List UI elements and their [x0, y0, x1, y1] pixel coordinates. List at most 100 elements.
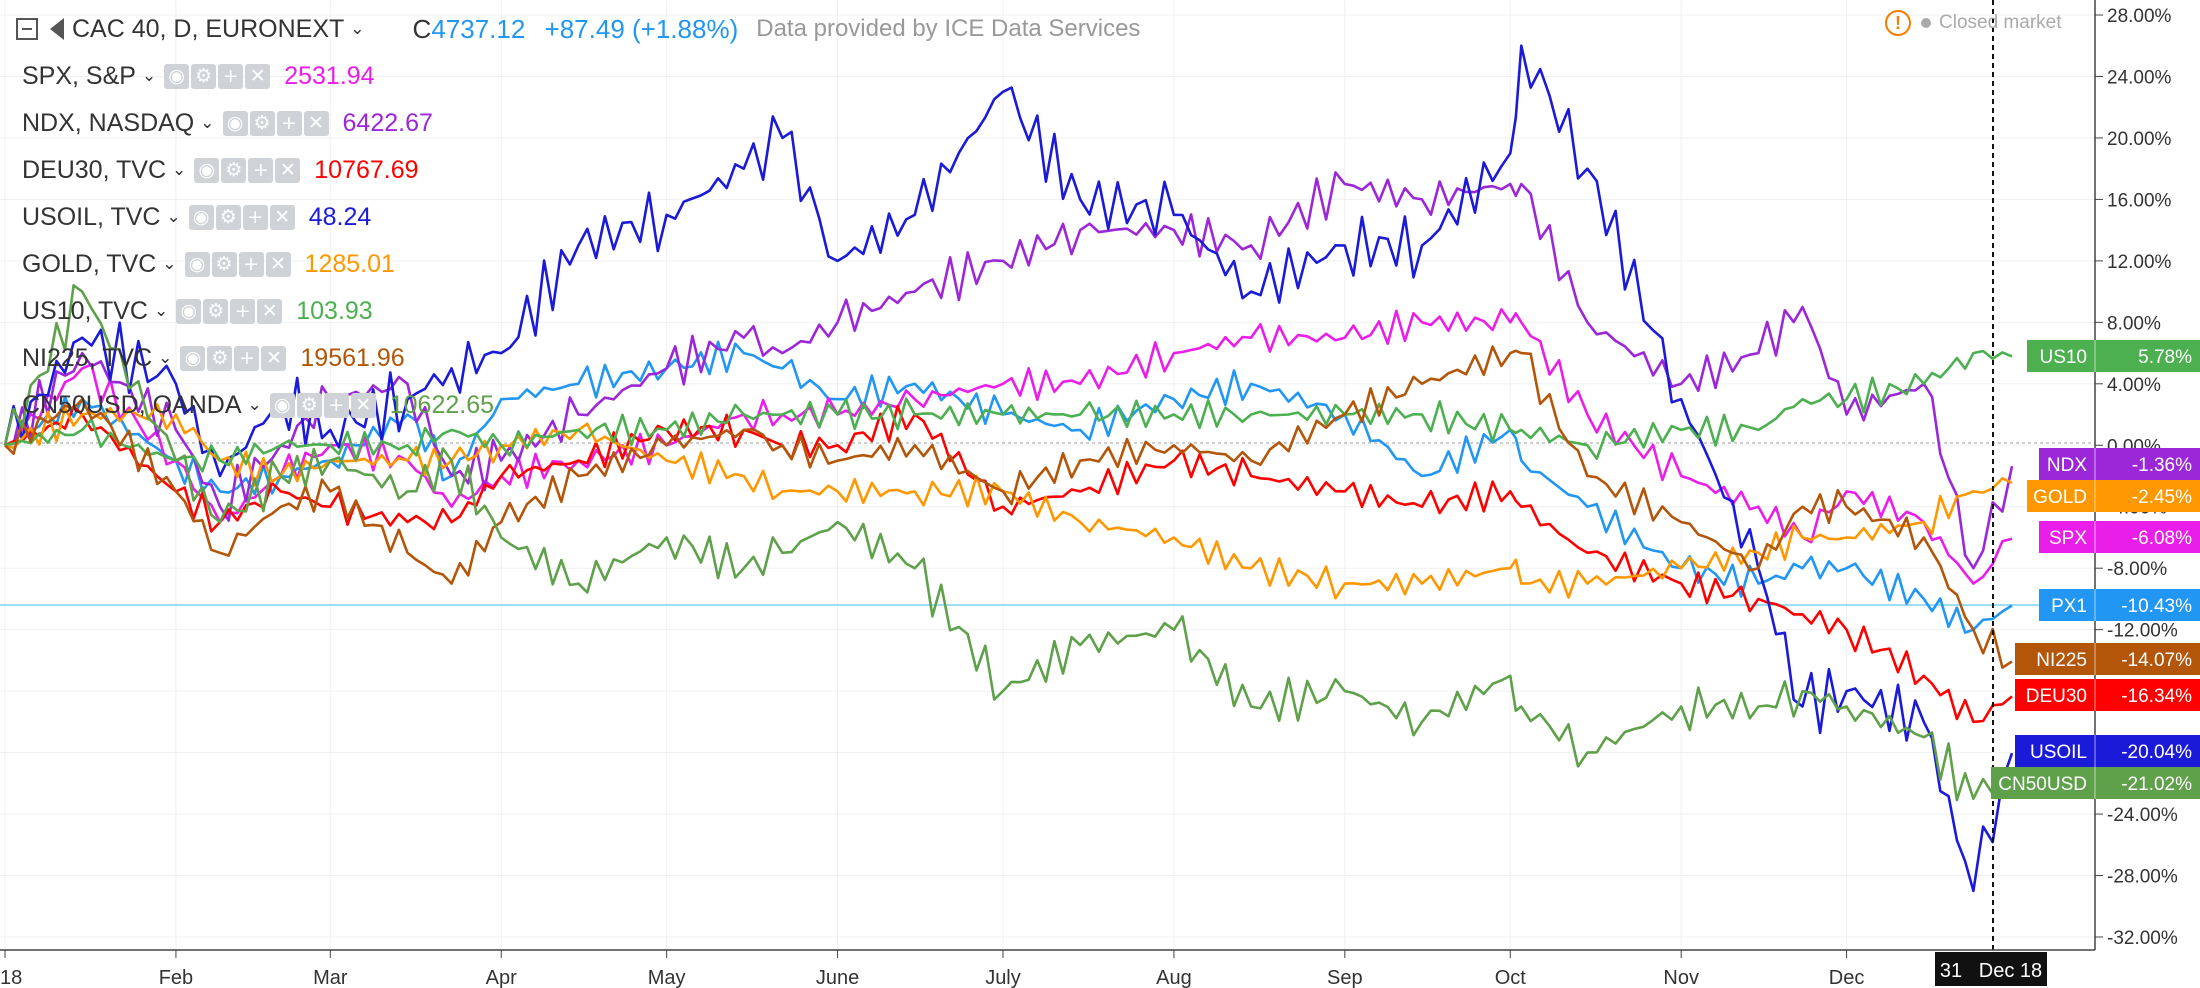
tag-label: SPX — [2049, 528, 2087, 549]
x-tick-label: May — [648, 967, 686, 988]
y-tick-label: -24.00% — [2107, 805, 2178, 826]
gear-icon[interactable]: ⚙ — [221, 157, 247, 183]
legend-buttons: ◉ ⚙ + ✕ — [269, 392, 376, 418]
plus-icon[interactable]: + — [234, 345, 260, 371]
close-icon[interactable]: ✕ — [257, 298, 283, 324]
close-icon[interactable]: ✕ — [269, 204, 295, 230]
legend-buttons: ◉ ⚙ + ✕ — [164, 63, 271, 89]
chevron-down-icon[interactable]: ⌄ — [158, 348, 173, 367]
chevron-down-icon[interactable]: ⌄ — [200, 113, 215, 132]
close-icon[interactable]: ✕ — [303, 110, 329, 136]
plus-icon[interactable]: + — [276, 110, 302, 136]
series-lines — [3, 44, 2014, 893]
legend-symbol[interactable]: DEU30, TVC — [22, 155, 167, 184]
close-icon[interactable]: ✕ — [350, 392, 376, 418]
legend-value: 103.93 — [296, 296, 373, 325]
tag-cn50usd: CN50USD -21.02% — [1991, 767, 2200, 799]
collapse-icon[interactable] — [16, 18, 38, 40]
chevron-down-icon[interactable]: ⌄ — [166, 207, 181, 226]
chevron-down-icon[interactable]: ⌄ — [141, 66, 157, 85]
legend-row[interactable]: NI225, TVC ⌄ ◉ ⚙ + ✕ 19561.96 — [22, 341, 405, 375]
legend-row[interactable]: USOIL, TVC ⌄ ◉ ⚙ + ✕ 48.24 — [22, 200, 371, 234]
legend-value: 2531.94 — [284, 61, 375, 90]
y-tick-label: -12.00% — [2107, 621, 2178, 642]
flag-icon[interactable] — [50, 18, 64, 40]
legend-symbol[interactable]: USOIL, TVC — [22, 202, 161, 231]
eye-icon[interactable]: ◉ — [164, 63, 190, 89]
chevron-down-icon[interactable]: ⌄ — [247, 395, 262, 414]
gear-icon[interactable]: ⚙ — [203, 298, 229, 324]
chevron-down-icon[interactable]: ⌄ — [153, 301, 169, 320]
gear-icon[interactable]: ⚙ — [215, 204, 241, 230]
main-symbol-label[interactable]: CAC 40, D, EURONEXT — [72, 14, 345, 43]
tag-label: DEU30 — [2026, 686, 2087, 707]
tag-label: NDX — [2047, 455, 2087, 476]
series-line-usoil — [3, 44, 2014, 893]
y-tick-label: -8.00% — [2107, 559, 2167, 580]
plus-icon[interactable]: + — [238, 251, 264, 277]
legend-row[interactable]: CN50USD, OANDA ⌄ ◉ ⚙ + ✕ 10622.65 — [22, 388, 494, 422]
plus-icon[interactable]: + — [248, 157, 274, 183]
plus-icon[interactable]: + — [230, 298, 256, 324]
legend-row[interactable]: DEU30, TVC ⌄ ◉ ⚙ + ✕ 10767.69 — [22, 153, 419, 187]
close-icon[interactable]: ✕ — [245, 63, 271, 89]
plus-icon[interactable]: + — [323, 392, 349, 418]
legend-symbol[interactable]: SPX, S&P — [22, 61, 136, 90]
legend-symbol[interactable]: NDX, NASDAQ — [22, 108, 195, 137]
chevron-down-icon[interactable]: ⌄ — [162, 254, 177, 273]
chevron-down-icon[interactable]: ⌄ — [350, 19, 365, 38]
gear-icon[interactable]: ⚙ — [207, 345, 233, 371]
legend-row[interactable]: SPX, S&P ⌄ ◉ ⚙ + ✕ 2531.94 — [22, 59, 375, 93]
gear-icon[interactable]: ⚙ — [249, 110, 275, 136]
warning-icon[interactable]: ! — [1885, 10, 1911, 36]
x-tick-label: Nov — [1663, 967, 1699, 988]
close-icon[interactable]: ✕ — [275, 157, 301, 183]
close-icon[interactable]: ✕ — [261, 345, 287, 371]
tag-value: 5.78% — [2138, 347, 2192, 368]
series-line-deu30 — [4, 404, 2013, 724]
main-symbol-row[interactable]: CAC 40, D, EURONEXT ⌄ C4737.12 +87.49 (+… — [16, 12, 1140, 46]
close-icon[interactable]: ✕ — [265, 251, 291, 277]
status-dot-icon — [1921, 18, 1931, 28]
crosshair-date-text: 31 Dec 18 — [1940, 960, 2042, 982]
tag-usoil: USOIL -20.04% — [2015, 735, 2200, 767]
legend-row[interactable]: GOLD, TVC ⌄ ◉ ⚙ + ✕ 1285.01 — [22, 247, 395, 281]
legend-symbol[interactable]: NI225, TVC — [22, 343, 153, 372]
legend-value: 1285.01 — [304, 249, 395, 278]
gear-icon[interactable]: ⚙ — [191, 63, 217, 89]
y-tick-label: -28.00% — [2107, 867, 2178, 888]
legend-row[interactable]: NDX, NASDAQ ⌄ ◉ ⚙ + ✕ 6422.67 — [22, 106, 433, 140]
x-tick-label: July — [985, 967, 1021, 988]
change-value: +87.49 (+1.88%) — [544, 13, 739, 44]
gear-icon[interactable]: ⚙ — [296, 392, 322, 418]
close-prefix: C — [412, 13, 432, 44]
x-tick-label: Apr — [486, 967, 517, 988]
eye-icon[interactable]: ◉ — [222, 110, 248, 136]
x-tick-label: Oct — [1495, 967, 1527, 988]
eye-icon[interactable]: ◉ — [194, 157, 220, 183]
legend-row[interactable]: US10, TVC ⌄ ◉ ⚙ + ✕ 103.93 — [22, 294, 373, 328]
plus-icon[interactable]: + — [218, 63, 244, 89]
legend-symbol[interactable]: GOLD, TVC — [22, 249, 157, 278]
tag-value: -1.36% — [2132, 455, 2192, 476]
legend-buttons: ◉ ⚙ + ✕ — [222, 110, 329, 136]
tag-value: -10.43% — [2121, 596, 2192, 617]
legend-value: 48.24 — [308, 202, 372, 231]
legend-symbol[interactable]: US10, TVC — [22, 296, 148, 325]
tag-deu30: DEU30 -16.34% — [2015, 679, 2200, 711]
y-tick-label: 24.00% — [2107, 67, 2172, 88]
eye-icon[interactable]: ◉ — [176, 298, 202, 324]
gear-icon[interactable]: ⚙ — [211, 251, 237, 277]
eye-icon[interactable]: ◉ — [269, 392, 295, 418]
y-tick-label: 20.00% — [2107, 129, 2172, 150]
plus-icon[interactable]: + — [242, 204, 268, 230]
tag-label: US10 — [2039, 347, 2087, 368]
eye-icon[interactable]: ◉ — [184, 251, 210, 277]
legend-symbol[interactable]: CN50USD, OANDA — [22, 390, 242, 419]
legend-value: 10767.69 — [314, 155, 419, 184]
eye-icon[interactable]: ◉ — [180, 345, 206, 371]
chevron-down-icon[interactable]: ⌄ — [172, 160, 187, 179]
eye-icon[interactable]: ◉ — [188, 204, 214, 230]
tag-ndx: NDX -1.36% — [2039, 448, 2200, 480]
